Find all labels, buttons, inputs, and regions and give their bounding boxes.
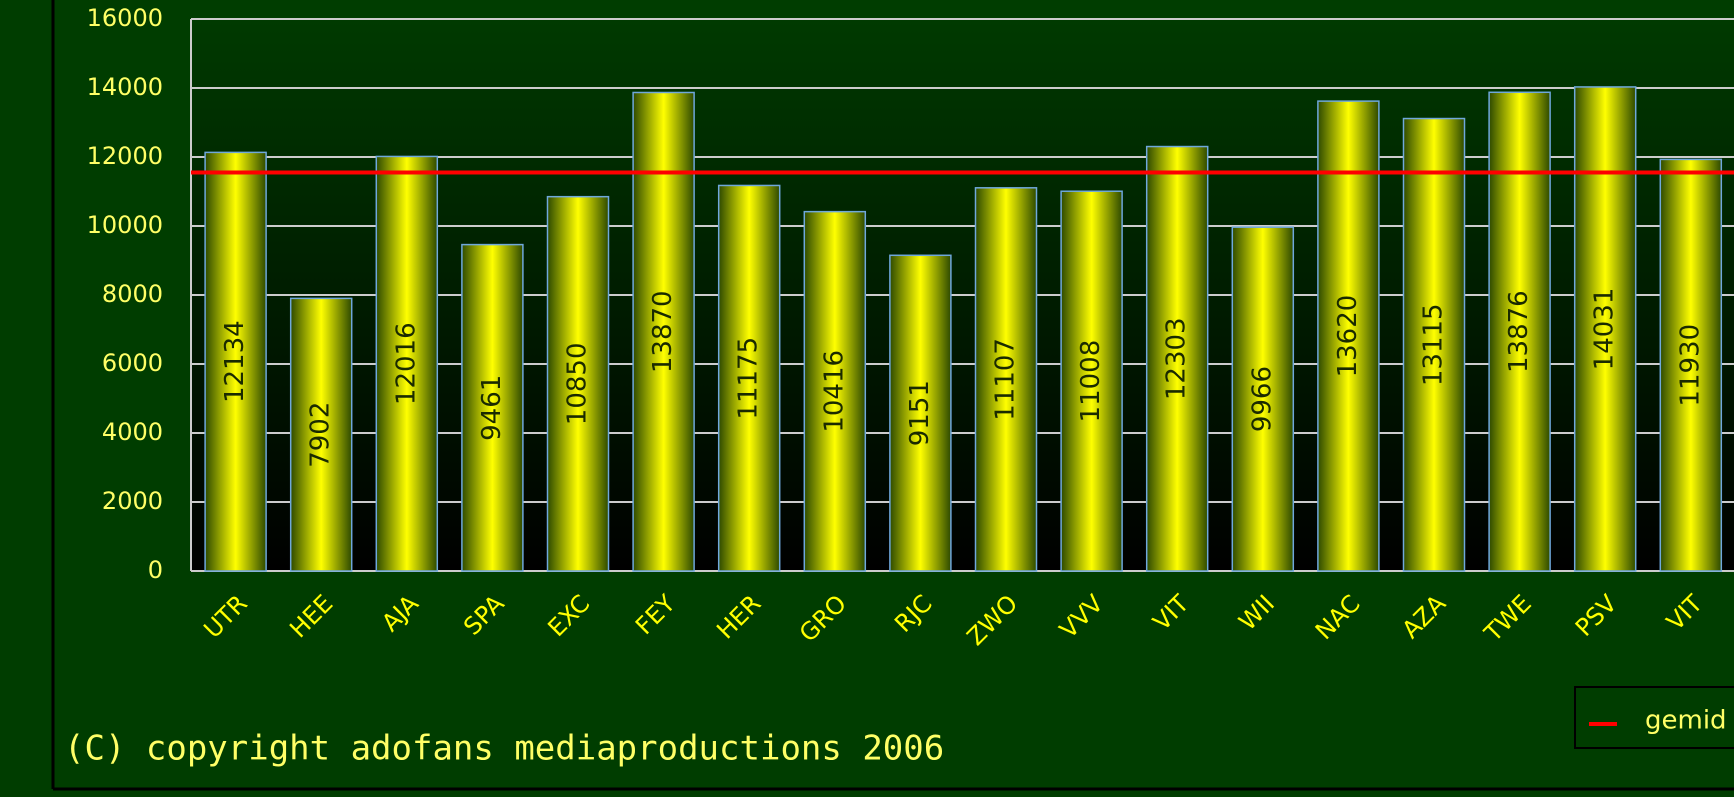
legend-box xyxy=(1574,686,1734,749)
bar xyxy=(461,243,524,572)
value-label: 13870 xyxy=(648,290,678,373)
value-label: 11107 xyxy=(991,338,1021,421)
bar xyxy=(546,195,610,572)
bar xyxy=(375,155,439,572)
value-label: 9461 xyxy=(477,375,507,441)
value-label: 13620 xyxy=(1333,295,1363,378)
value-label: 14031 xyxy=(1590,288,1620,371)
y-tick-label: 10000 xyxy=(87,211,163,239)
value-label: 9966 xyxy=(1247,366,1277,432)
value-label: 9151 xyxy=(905,380,935,446)
value-label: 12016 xyxy=(391,322,421,405)
bar xyxy=(974,187,1038,572)
y-tick-label: 0 xyxy=(148,556,163,584)
y-tick-label: 16000 xyxy=(87,4,163,32)
bar xyxy=(1402,117,1466,572)
value-label: 11175 xyxy=(734,337,764,420)
bar xyxy=(1317,100,1380,572)
bar xyxy=(717,184,781,572)
value-label: 12134 xyxy=(220,320,250,403)
value-label: 11008 xyxy=(1076,340,1106,423)
value-label: 10416 xyxy=(819,350,849,433)
value-label: 10850 xyxy=(563,342,593,425)
y-tick-label: 4000 xyxy=(102,418,163,446)
value-label: 13876 xyxy=(1504,290,1534,373)
y-tick-label: 8000 xyxy=(102,280,163,308)
bar xyxy=(1145,145,1209,572)
value-label: 12303 xyxy=(1162,317,1192,400)
legend-label: gemid xyxy=(1645,706,1727,736)
bar xyxy=(204,151,267,572)
y-tick-label: 12000 xyxy=(87,142,163,170)
bar xyxy=(889,254,952,572)
value-label: 7902 xyxy=(306,402,336,468)
y-tick-label: 14000 xyxy=(87,73,163,101)
copyright: (C) copyright adofans mediaproductions 2… xyxy=(64,729,944,769)
value-label: 11930 xyxy=(1675,324,1705,407)
bar xyxy=(1060,190,1123,572)
bar xyxy=(289,297,353,572)
bar xyxy=(1659,158,1723,572)
value-label: 13115 xyxy=(1419,303,1449,386)
bar xyxy=(1231,226,1295,572)
y-tick-label: 6000 xyxy=(102,349,163,377)
bar xyxy=(1573,86,1637,572)
bar xyxy=(803,210,867,572)
y-tick-label: 2000 xyxy=(102,487,163,515)
